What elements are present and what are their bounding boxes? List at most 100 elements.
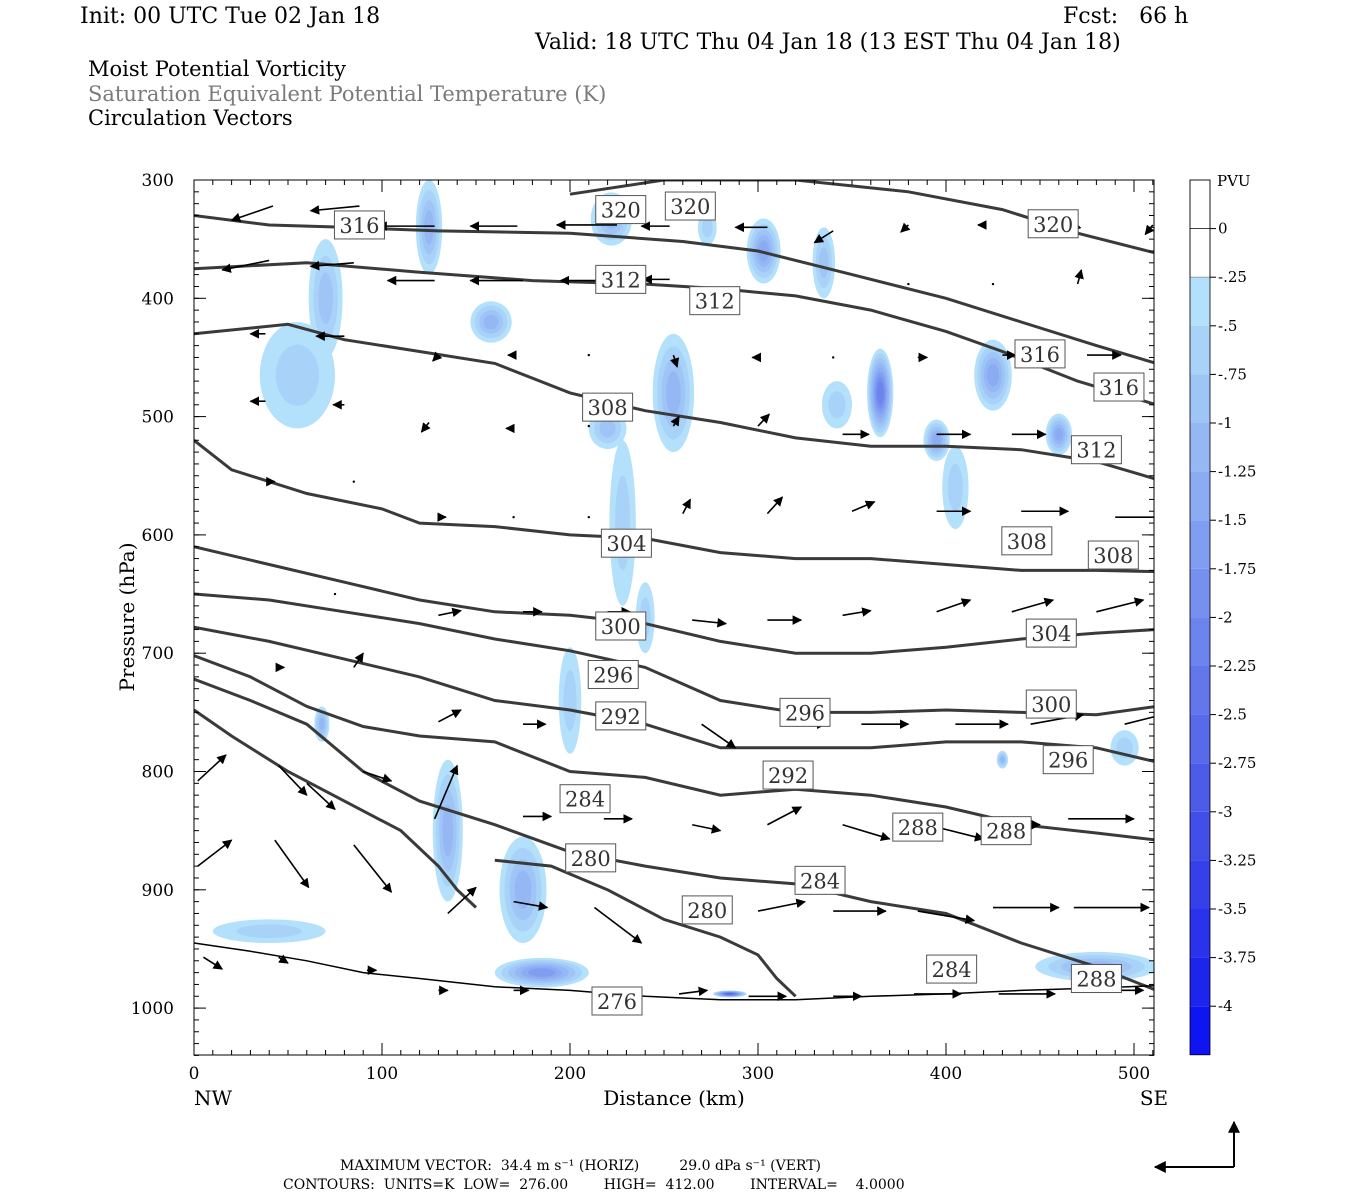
vector-37 (670, 415, 680, 427)
pv-blob-13 (932, 433, 941, 447)
vector-34 (420, 422, 431, 433)
theta-es-contours (194, 180, 1154, 1001)
colorbar-swatch (1190, 714, 1210, 764)
forecast-hour: Fcst: 66 h (1063, 4, 1189, 29)
vector-28 (832, 356, 835, 359)
x-tick-label: 300 (742, 1064, 774, 1084)
field-shaded-title: Moist Potential Vorticity (88, 57, 346, 81)
contour-300 (194, 592, 1154, 717)
contour-label-box (689, 286, 741, 316)
contour-label-box (892, 812, 944, 842)
contour-label-box (595, 195, 647, 225)
pv-blob-2 (701, 217, 713, 238)
x-axis-left-end: NW (194, 1086, 233, 1110)
contour-label: 288 (898, 816, 938, 840)
vector-64 (353, 652, 364, 668)
y-tick-label: 1000 (131, 999, 174, 1019)
colorbar-swatch (1190, 277, 1210, 326)
contour-label: 316 (339, 214, 379, 238)
x-tick-label: 500 (1118, 1064, 1150, 1084)
pv-blob-10 (665, 371, 681, 415)
colorbar-label: -1.25 (1218, 463, 1256, 481)
contour-label-box (926, 954, 978, 984)
vector-92 (593, 906, 643, 944)
pv-blob-8 (599, 419, 616, 438)
vector-57 (692, 617, 727, 628)
colorbar-swatch (1190, 860, 1210, 909)
pv-blob-22 (528, 968, 556, 977)
init-time: Init: 00 UTC Tue 02 Jan 18 (80, 4, 381, 29)
contour-label-box (595, 701, 647, 731)
pv-blob-23 (236, 924, 302, 939)
colorbar-swatch (1190, 423, 1210, 472)
contour-label: 320 (1033, 213, 1073, 237)
contour-label-box (1027, 209, 1079, 239)
vector-75 (278, 765, 308, 796)
colorbar: PVU 0 -.25 -.5 -.75 -1 -1.25 -1.5 -1.75 -2 -2.25 -2… (1189, 172, 1256, 1056)
vector-96 (917, 910, 976, 924)
vector-12 (221, 259, 270, 273)
pv-shading-layer (212, 180, 1154, 998)
vector-43 (352, 480, 355, 483)
contour-304 (194, 545, 1154, 655)
contour-296 (194, 625, 1154, 763)
contour-292 (194, 654, 1154, 842)
contour-label: 288 (1076, 968, 1116, 992)
contour-label: 300 (601, 615, 641, 639)
field-vector-title: Circulation Vectors (88, 106, 293, 130)
x-tick-label: 200 (554, 1064, 586, 1084)
contour-label: 304 (606, 532, 646, 556)
vector-100 (278, 954, 289, 964)
valid-time: Valid: 18 UTC Thu 04 Jan 18 (13 EST Thu … (535, 30, 1121, 55)
contour-label-box (587, 659, 639, 689)
colorbar-label: -3.75 (1218, 949, 1256, 967)
vector-81 (692, 823, 722, 834)
pv-blob-5 (483, 314, 499, 330)
contour-label-box (794, 865, 846, 895)
colorbar-swatch (1190, 471, 1210, 521)
vector-53 (333, 592, 337, 596)
vector-87 (197, 839, 233, 867)
y-tick-label: 700 (142, 644, 174, 664)
vector-82 (767, 806, 803, 826)
colorbar-label: -2.5 (1218, 706, 1247, 724)
contour-label: 316 (1020, 343, 1060, 367)
colorbar-swatch (1190, 617, 1210, 666)
max-vector-note: MAXIMUM VECTOR: 34.4 m s⁻¹ (HORIZ) 29.0 … (340, 1158, 822, 1174)
vector-62 (1096, 597, 1145, 613)
pv-blob-11 (876, 381, 884, 405)
contour-label: 320 (601, 199, 641, 223)
vector-18 (907, 282, 910, 286)
vector-19 (991, 282, 995, 286)
vector-73 (1124, 715, 1154, 725)
contour-label-box (559, 784, 611, 814)
y-tick-label: 300 (142, 171, 174, 191)
colorbar-label: -3.5 (1218, 900, 1247, 918)
vector-7 (813, 230, 834, 244)
y-tick-label: 600 (142, 526, 174, 546)
vector-90 (447, 886, 477, 915)
contour-label-box (1025, 618, 1077, 648)
contour-label: 296 (785, 701, 825, 725)
x-tick-label: 100 (366, 1064, 398, 1084)
vector-20 (1074, 268, 1084, 285)
vector-60 (936, 598, 972, 613)
contour-label: 308 (1007, 530, 1047, 554)
contour-label-box (1070, 964, 1122, 994)
colorbar-swatch (1189, 179, 1211, 229)
colorbar-label: -3 (1218, 803, 1233, 821)
contour-label: 300 (1031, 693, 1071, 717)
colorbar-swatch (1190, 763, 1210, 812)
contour-label-box (1001, 526, 1053, 556)
vector-94 (757, 898, 806, 912)
colorbar-swatch (1190, 568, 1210, 618)
reference-vector-icon (1153, 1120, 1240, 1173)
vector-74 (197, 754, 227, 782)
vector-83 (842, 823, 891, 842)
contour-label-box (595, 611, 647, 641)
vector-8 (900, 222, 911, 233)
vector-105 (678, 986, 709, 997)
colorbar-label: 0 (1218, 220, 1228, 238)
contour-label-box (591, 986, 643, 1016)
